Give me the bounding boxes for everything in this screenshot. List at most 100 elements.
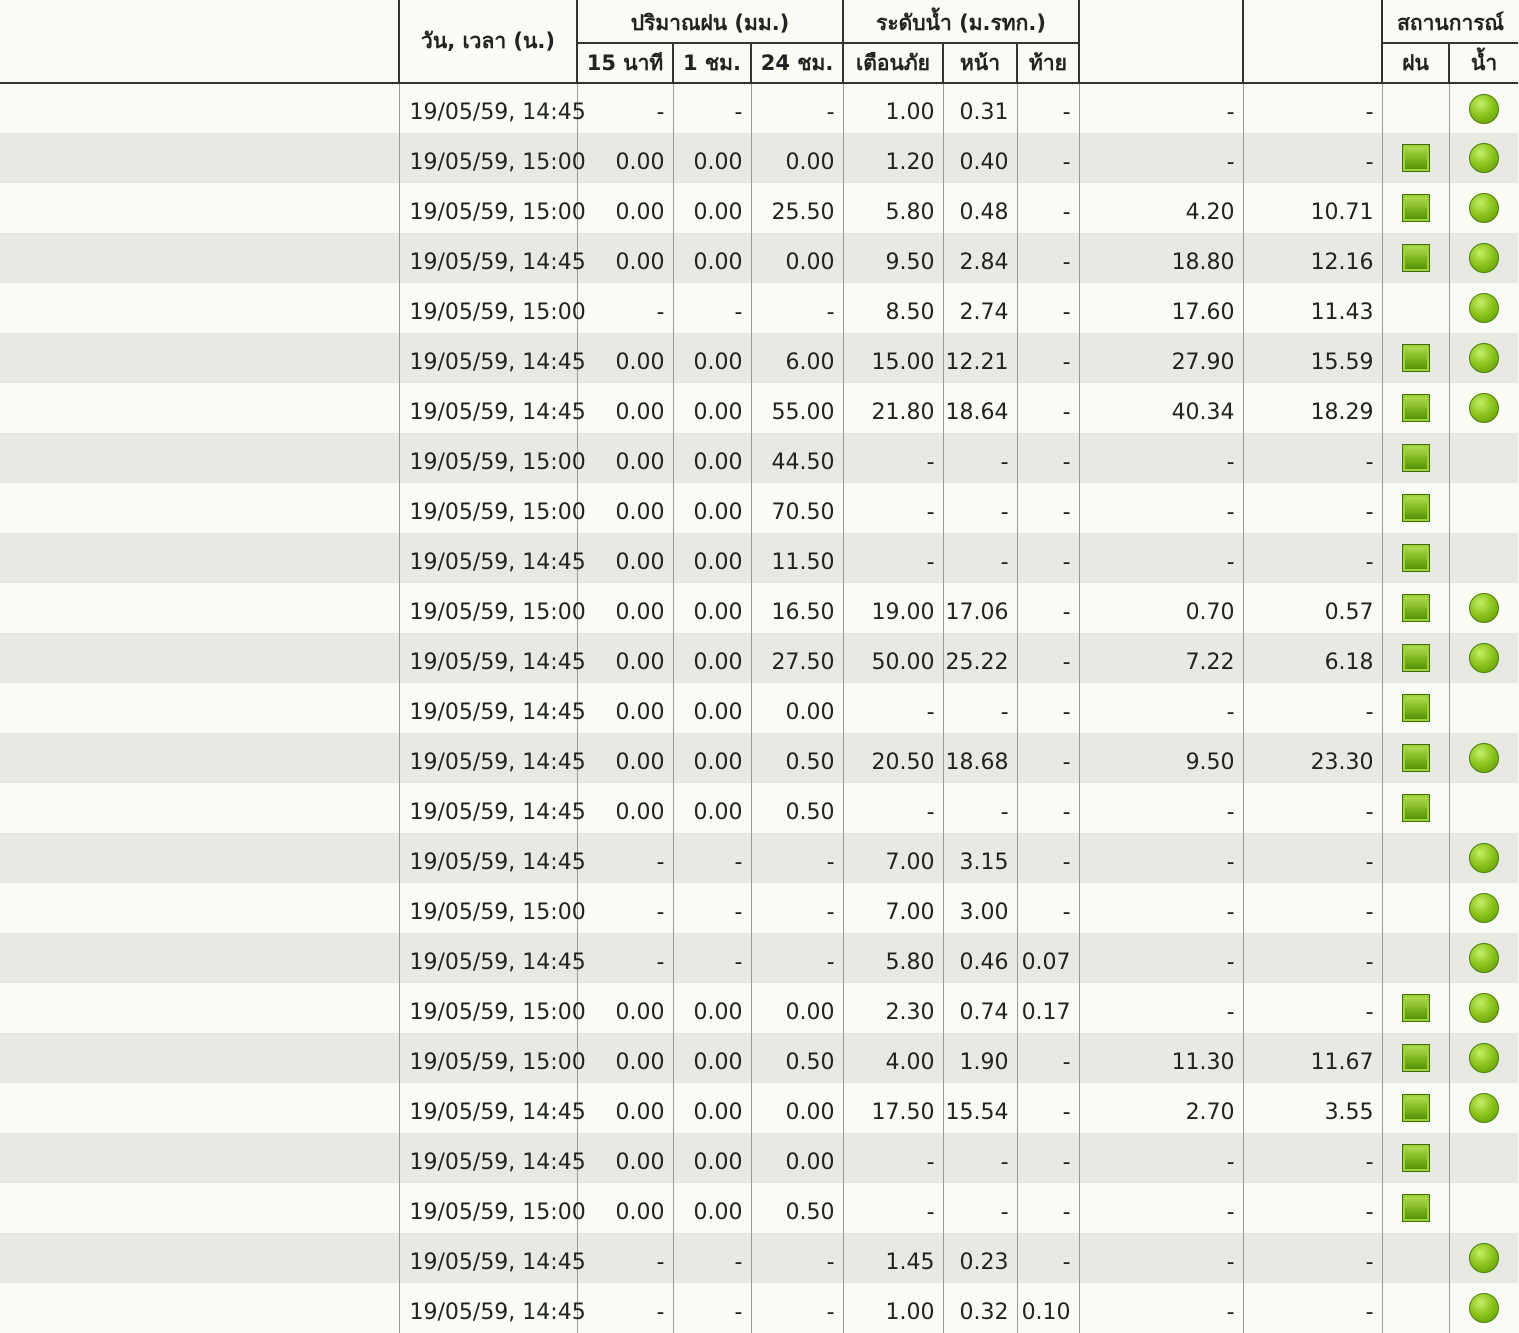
extra-2-cell: - — [1242, 133, 1383, 183]
station-name-cell — [0, 933, 399, 983]
rain-15min-cell: - — [576, 1283, 673, 1333]
level-front-cell: 3.00 — [942, 883, 1018, 933]
extra-2-cell: - — [1242, 933, 1383, 983]
extra-1-cell: - — [1078, 1283, 1244, 1333]
status-water-cell — [1448, 783, 1519, 833]
datetime-cell: 19/05/59, 15:00 — [398, 883, 586, 933]
level-back-cell: - — [1016, 833, 1080, 883]
status-rain-cell — [1381, 1083, 1450, 1133]
table-row[interactable]: 19/05/59, 15:00 0.00 0.00 16.50 19.00 17.06-0… — [0, 583, 1519, 633]
extra-1-cell: - — [1078, 933, 1244, 983]
table-row[interactable]: 19/05/59, 14:45 0.00 0.00 11.50- - - - - — [0, 533, 1519, 583]
status-rain-cell — [1381, 833, 1450, 883]
extra-2-cell: 11.67 — [1242, 1033, 1383, 1083]
station-name-cell — [0, 783, 399, 833]
table-row[interactable]: 19/05/59, 15:00 0.00 0.00 0.50 4.00 1.90-11.3… — [0, 1033, 1519, 1083]
table-row[interactable]: 19/05/59, 15:00- - -8.50 2.74-17.60 11.43 — [0, 283, 1519, 333]
table-row[interactable]: 19/05/59, 14:45 0.00 0.00 0.00 9.50 2.84-18.8… — [0, 233, 1519, 283]
level-back-cell: - — [1016, 383, 1080, 433]
table-row[interactable]: 19/05/59, 15:00 0.00 0.00 25.50 5.80 0.48-4.2… — [0, 183, 1519, 233]
extra-1-cell: - — [1078, 983, 1244, 1033]
table-body: 19/05/59, 14:45- - -1.00 0.31- - -19/05/59, 1… — [0, 83, 1519, 1333]
table-row[interactable]: 19/05/59, 14:45- - -1.00 0.31- - - — [0, 83, 1519, 133]
table-row[interactable]: 19/05/59, 15:00 0.00 0.00 0.00 1.20 0.40- - - — [0, 133, 1519, 183]
header-rain-group: ปริมาณฝน (มม.) — [575, 0, 844, 43]
datetime-cell: 19/05/59, 15:00 — [398, 183, 586, 233]
rain-1hr-cell: 0.00 — [672, 483, 751, 533]
table-row[interactable]: 19/05/59, 14:45 0.00 0.00 0.50 20.50 18.68-9.… — [0, 733, 1519, 783]
level-front-cell: 18.64 — [942, 383, 1018, 433]
table-row[interactable]: 19/05/59, 14:45 0.00 0.00 0.00- - - - - — [0, 1133, 1519, 1183]
table-row[interactable]: 19/05/59, 14:45 0.00 0.00 0.00- - - - - — [0, 683, 1519, 733]
extra-1-cell: 40.34 — [1078, 383, 1244, 433]
rain-24hr-cell: 0.50 — [750, 783, 844, 833]
table-row[interactable]: 19/05/59, 14:45- - -1.45 0.23- - - — [0, 1233, 1519, 1283]
table-row[interactable]: 19/05/59, 15:00- - -7.00 3.00- - - — [0, 883, 1519, 933]
table-row[interactable]: 19/05/59, 15:00 0.00 0.00 0.00 2.30 0.74 0.17-… — [0, 983, 1519, 1033]
status-water-cell — [1448, 733, 1519, 783]
station-name-cell — [0, 1183, 399, 1233]
table-row[interactable]: 19/05/59, 15:00 0.00 0.00 70.50- - - - - — [0, 483, 1519, 533]
datetime-cell: 19/05/59, 14:45 — [398, 1233, 586, 1283]
rain-1hr-cell: 0.00 — [672, 183, 751, 233]
level-back-cell: - — [1016, 883, 1080, 933]
rain-15min-cell: 0.00 — [576, 633, 673, 683]
level-warn-cell: - — [842, 1133, 944, 1183]
station-name-cell — [0, 883, 399, 933]
datetime-cell: 19/05/59, 15:00 — [398, 433, 586, 483]
rain-24hr-cell: 0.00 — [750, 983, 844, 1033]
status-water-cell — [1448, 1033, 1519, 1083]
level-front-cell: 0.48 — [942, 183, 1018, 233]
table-row[interactable]: 19/05/59, 14:45 0.00 0.00 27.50 50.00 25.22-7… — [0, 633, 1519, 683]
status-water-cell — [1448, 683, 1519, 733]
rain-24hr-cell: 0.00 — [750, 133, 844, 183]
extra-1-cell: 9.50 — [1078, 733, 1244, 783]
station-name-cell — [0, 1083, 399, 1133]
datetime-cell: 19/05/59, 14:45 — [398, 233, 586, 283]
green-square-icon — [1401, 1044, 1430, 1072]
level-warn-cell: - — [842, 483, 944, 533]
level-warn-cell: 15.00 — [842, 333, 944, 383]
table-row[interactable]: 19/05/59, 15:00 0.00 0.00 0.50- - - - - — [0, 1183, 1519, 1233]
green-circle-icon — [1468, 743, 1499, 773]
green-square-icon — [1401, 1094, 1430, 1122]
status-water-cell — [1448, 933, 1519, 983]
table-row[interactable]: 19/05/59, 14:45 0.00 0.00 0.50- - - - - — [0, 783, 1519, 833]
extra-2-cell: - — [1242, 1133, 1383, 1183]
rain-1hr-cell: - — [672, 833, 751, 883]
level-front-cell: - — [942, 1133, 1018, 1183]
level-warn-cell: 9.50 — [842, 233, 944, 283]
extra-1-cell: 11.30 — [1078, 1033, 1244, 1083]
level-front-cell: 2.84 — [942, 233, 1018, 283]
datetime-cell: 19/05/59, 15:00 — [398, 983, 586, 1033]
station-name-cell — [0, 1133, 399, 1183]
rain-24hr-cell: 0.00 — [750, 233, 844, 283]
table-row[interactable]: 19/05/59, 14:45 0.00 0.00 0.00 17.50 15.54-2.… — [0, 1083, 1519, 1133]
level-warn-cell: 1.00 — [842, 1283, 944, 1333]
table-row[interactable]: 19/05/59, 14:45- - -5.80 0.46 0.07- - — [0, 933, 1519, 983]
extra-1-cell: - — [1078, 783, 1244, 833]
rain-15min-cell: 0.00 — [576, 533, 673, 583]
header-level-warn: เตือนภัย — [842, 42, 944, 84]
status-water-cell — [1448, 133, 1519, 183]
status-rain-cell — [1381, 933, 1450, 983]
table-row[interactable]: 19/05/59, 14:45 0.00 0.00 55.00 21.80 18.64-4… — [0, 383, 1519, 433]
rain-15min-cell: - — [576, 83, 673, 133]
table-row[interactable]: 19/05/59, 14:45- - -7.00 3.15- - - — [0, 833, 1519, 883]
header-level-back: ท้าย — [1016, 42, 1080, 84]
level-front-cell: - — [942, 533, 1018, 583]
rain-1hr-cell: 0.00 — [672, 1083, 751, 1133]
rain-24hr-cell: 25.50 — [750, 183, 844, 233]
green-circle-icon — [1468, 593, 1499, 623]
rain-1hr-cell: 0.00 — [672, 683, 751, 733]
datetime-cell: 19/05/59, 14:45 — [398, 633, 586, 683]
table-row[interactable]: 19/05/59, 14:45 0.00 0.00 6.00 15.00 12.21-27… — [0, 333, 1519, 383]
header-station-name — [0, 0, 399, 84]
table-row[interactable]: 19/05/59, 14:45- - -1.00 0.32 0.10- - — [0, 1283, 1519, 1333]
table-row[interactable]: 19/05/59, 15:00 0.00 0.00 44.50- - - - - — [0, 433, 1519, 483]
green-square-icon — [1401, 794, 1430, 822]
status-water-cell — [1448, 433, 1519, 483]
table-header: วัน, เวลา (น.) ปริมาณฝน (มม.) ระดับน้ำ (… — [0, 0, 1519, 84]
rain-24hr-cell: - — [750, 1283, 844, 1333]
